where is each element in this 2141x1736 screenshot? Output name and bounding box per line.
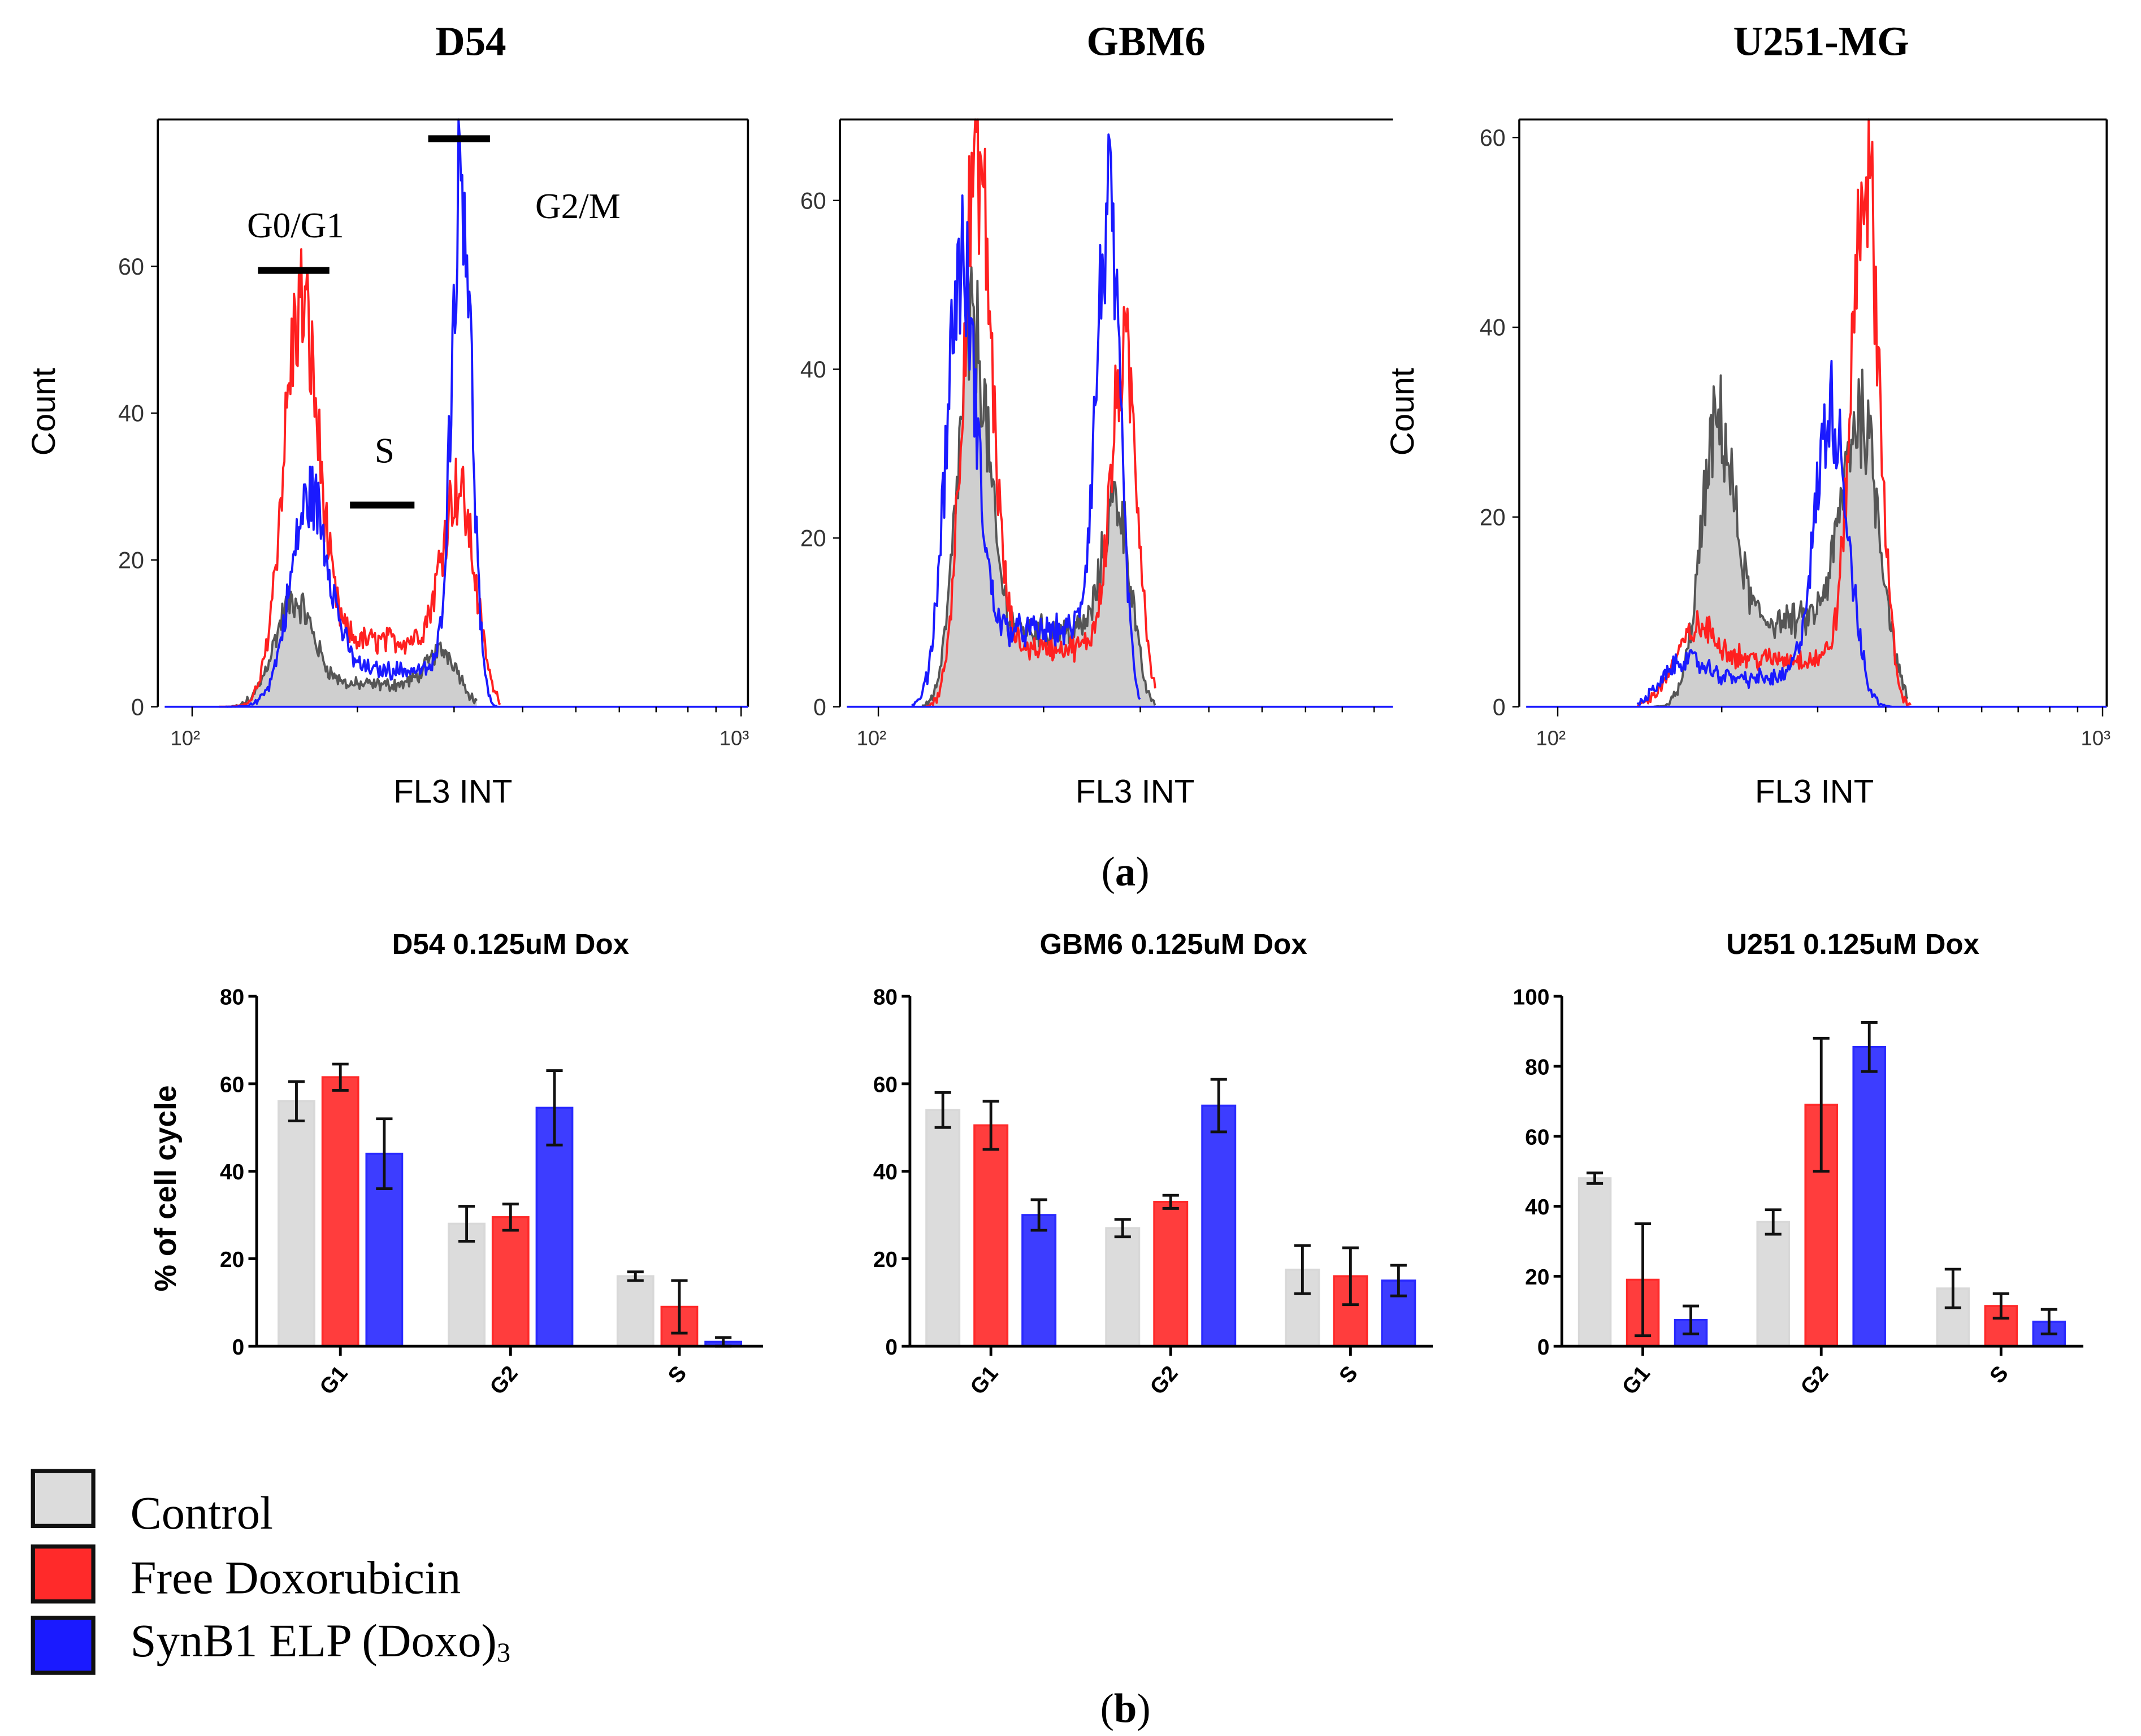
y-tick-label: 80 (1525, 1055, 1549, 1079)
x-tick-label: S (1334, 1361, 1363, 1388)
bar-chart-gbm6: GBM6 0.125uM Dox 0 20 40 60 80 G1 G2 S (873, 928, 1433, 1399)
bar-synb1-elp-g2 (1852, 1045, 1886, 1348)
x-tick-label: 10² (170, 727, 200, 750)
phase-annotation: G2/M (535, 186, 621, 226)
y-tick-label: 40 (873, 1160, 898, 1184)
x-tick-label: G1 (965, 1361, 1003, 1399)
histogram-title: GBM6 (1086, 18, 1205, 64)
panel-b-bar-charts: D54 0.125uM Dox 0 20 40 60 80 G1 G2 S % of cell c… (149, 928, 2084, 1399)
y-tick-label: 60 (800, 188, 826, 214)
bar-control-g2 (1756, 1221, 1790, 1348)
y-tick-label: 20 (1480, 504, 1506, 530)
y-tick-label: 80 (873, 986, 898, 1010)
y-tick-label: 0 (131, 694, 144, 720)
legend-swatch-synb1-elp (31, 1616, 96, 1675)
histogram-line-synb1-elp (911, 133, 1141, 707)
x-tick-label: 10³ (2081, 727, 2111, 750)
y-tick-label: 0 (1537, 1335, 1550, 1360)
histogram-d54: D54 0 20 40 60 10² 10³ FL3 INT Count G0/G1 S G2/M (25, 18, 749, 810)
panel-a-histograms: D54 0 20 40 60 10² 10³ FL3 INT Count G0/G1 S G2/M GB… (25, 18, 2110, 810)
x-tick-label: 10² (1536, 727, 1566, 750)
x-tick-label: S (664, 1361, 692, 1388)
y-tick-label: 20 (873, 1248, 898, 1272)
histogram-u251-mg: U251-MG 0 20 40 60 10² 10³ FL3 INT Count (1384, 18, 2110, 810)
y-tick-label: 40 (1525, 1195, 1549, 1219)
histogram-gbm6: GBM6 0 20 40 60 10² FL3 INT (800, 18, 1393, 810)
phase-annotation: G0/G1 (247, 206, 344, 245)
y-axis-label: Count (25, 368, 62, 455)
histogram-line-control (231, 585, 478, 708)
phase-annotation: S (375, 431, 395, 470)
histogram-line-control (1653, 368, 1909, 708)
y-axis-label: Count (1384, 368, 1421, 455)
y-tick-label: 20 (118, 547, 144, 573)
histogram-title: D54 (435, 18, 506, 64)
legend-label-control: Control (131, 1487, 273, 1539)
x-tick-label: G2 (1796, 1361, 1833, 1399)
x-axis-label: FL3 INT (393, 774, 512, 810)
y-tick-label: 60 (873, 1073, 898, 1097)
y-tick-label: 80 (220, 986, 244, 1010)
y-tick-label: 40 (800, 357, 826, 383)
bar-control-g1 (925, 1109, 961, 1348)
x-axis-label: FL3 INT (1755, 774, 1874, 810)
legend-swatch-control (31, 1469, 96, 1528)
y-tick-label: 40 (220, 1160, 244, 1184)
bar-synb1-elp-g1 (1021, 1214, 1057, 1348)
y-tick-label: 60 (220, 1073, 244, 1097)
x-axis-label: FL3 INT (1076, 774, 1194, 810)
histogram-title: U251-MG (1733, 18, 1909, 64)
bar-chart-title: D54 0.125uM Dox (392, 928, 629, 960)
y-tick-label: 0 (885, 1335, 898, 1360)
bar-chart-u251: U251 0.125uM Dox 0 20 40 60 80 100 G1 G2 S (1513, 928, 2084, 1399)
bar-control-g1 (278, 1100, 315, 1348)
histogram-fill-control (1653, 370, 1909, 707)
y-tick-label: 20 (1525, 1265, 1549, 1290)
x-tick-label: G1 (1618, 1361, 1655, 1399)
bar-chart-title: U251 0.125uM Dox (1726, 928, 1979, 960)
y-tick-label: 20 (800, 526, 826, 552)
x-tick-label: S (1985, 1361, 2013, 1388)
bar-free-doxorubicin-g2 (1153, 1200, 1189, 1348)
bar-free-doxorubicin-g2 (491, 1216, 530, 1348)
y-tick-label: 100 (1513, 986, 1550, 1010)
bar-chart-d54: D54 0.125uM Dox 0 20 40 60 80 G1 G2 S % of cell c… (149, 928, 764, 1399)
bar-control-g2 (448, 1222, 486, 1348)
legend: Control Free Doxorubicin SynB1 ELP (Doxo… (31, 1469, 510, 1675)
y-tick-label: 60 (1525, 1125, 1549, 1149)
legend-label-free-doxorubicin: Free Doxorubicin (131, 1551, 461, 1603)
y-tick-label: 0 (232, 1335, 245, 1360)
y-axis-label: % of cell cycle (149, 1085, 183, 1291)
y-tick-label: 60 (1480, 125, 1506, 151)
histogram-line-free-doxorubicin (1637, 118, 1912, 706)
y-tick-label: 40 (1480, 315, 1506, 341)
panel-a-label: (a) (1102, 848, 1150, 894)
y-tick-label: 20 (220, 1248, 244, 1272)
x-tick-label: 10³ (720, 727, 749, 750)
x-tick-label: G2 (486, 1361, 523, 1399)
y-tick-label: 0 (1493, 694, 1506, 720)
bar-free-doxorubicin-g1 (973, 1124, 1009, 1348)
bar-free-doxorubicin-g1 (321, 1076, 359, 1348)
y-tick-label: 0 (813, 694, 826, 720)
panel-b-label: (b) (1100, 1686, 1151, 1731)
legend-label-synb1-elp: SynB1 ELP (Doxo)3 (131, 1615, 510, 1668)
x-tick-label: 10² (857, 727, 887, 750)
y-tick-label: 60 (118, 254, 144, 280)
bar-chart-title: GBM6 0.125uM Dox (1040, 928, 1307, 960)
histogram-line-free-doxorubicin (219, 248, 501, 708)
bar-synb1-elp-g2 (1201, 1104, 1237, 1348)
histogram-line-free-doxorubicin (925, 118, 1156, 708)
legend-swatch-free-doxorubicin (31, 1544, 96, 1604)
bar-control-s (616, 1275, 655, 1348)
bar-control-g2 (1105, 1227, 1141, 1348)
x-tick-label: G1 (315, 1361, 352, 1399)
histogram-line-synb1-elp (1636, 359, 1892, 708)
y-tick-label: 40 (118, 401, 144, 427)
bar-control-g1 (1577, 1177, 1612, 1348)
x-tick-label: G2 (1145, 1361, 1182, 1399)
histogram-line-synb1-elp (225, 118, 498, 708)
